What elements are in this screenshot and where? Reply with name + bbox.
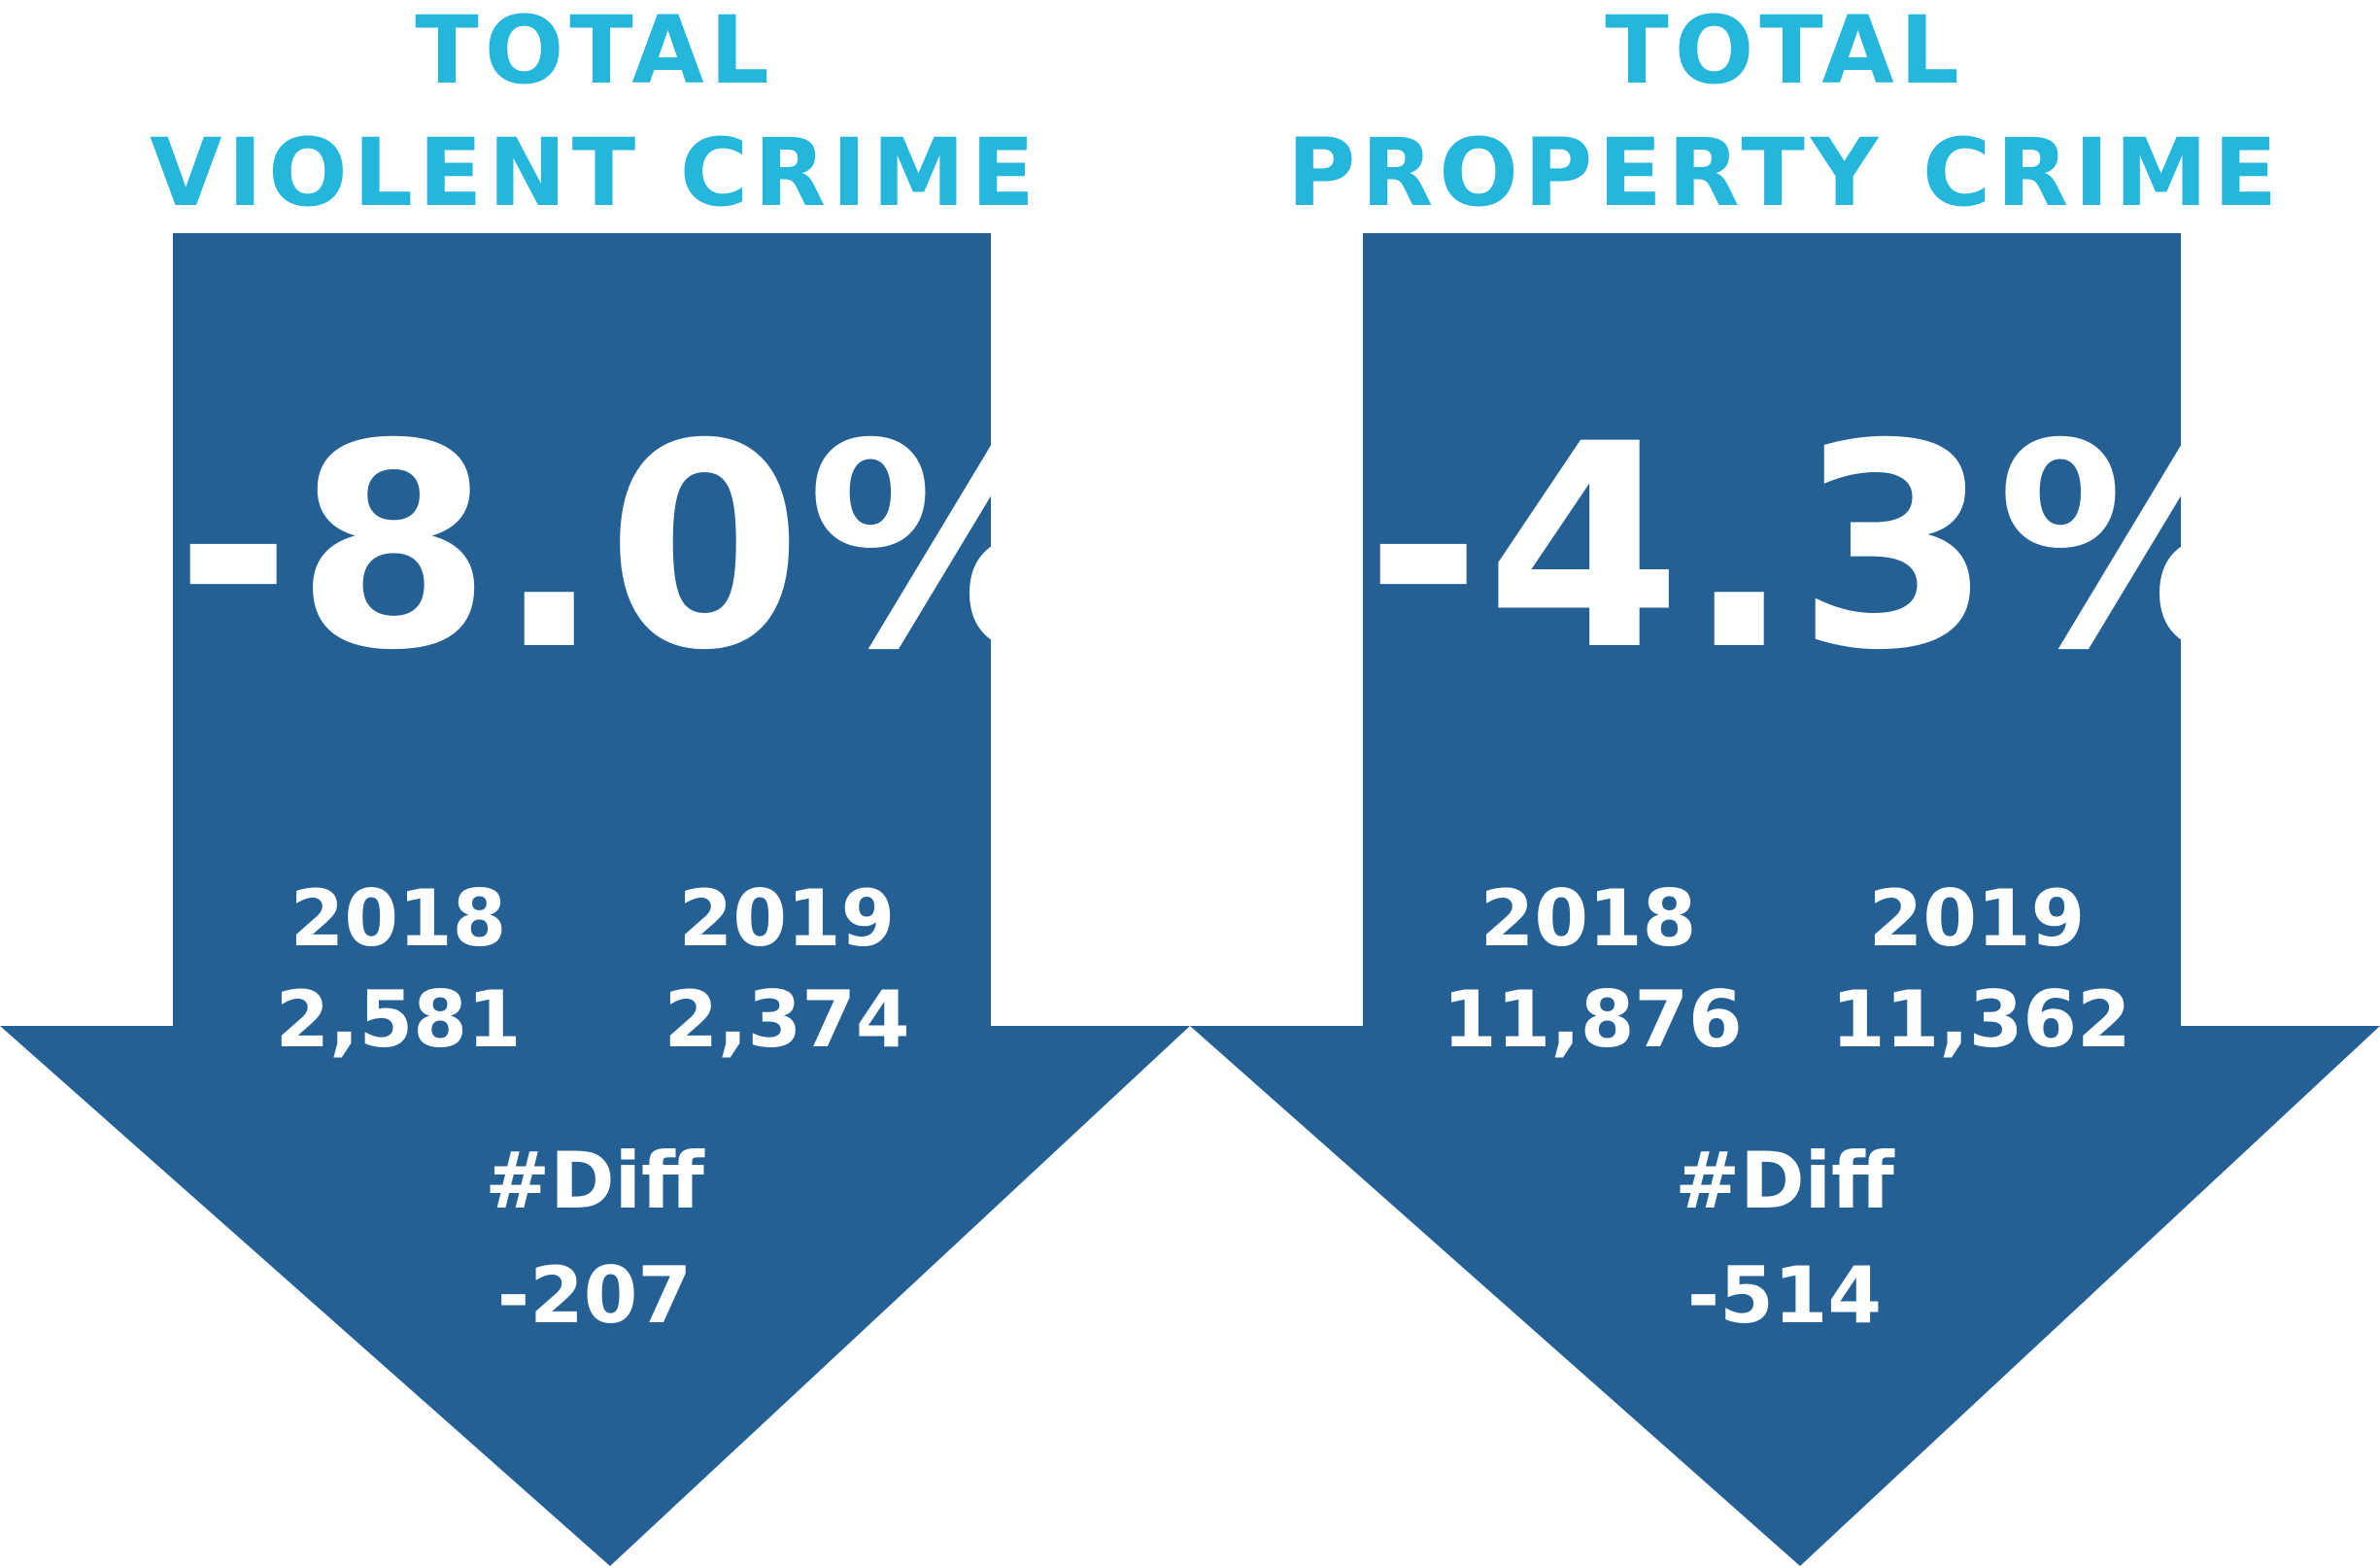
value-2018: 11,876 (1443, 974, 1743, 1065)
year-2018-label: 2018 (1479, 873, 1697, 964)
diff-label: #Diff (485, 1136, 704, 1226)
diff-value: -207 (496, 1250, 693, 1341)
violent-crime-panel: TOTAL VIOLENT CRIME -8.0% 2018 2019 2,58… (0, 0, 1190, 1566)
title-line-2: PROPERTY CRIME (1286, 119, 2284, 227)
percent-change: -8.0% (175, 385, 1093, 712)
down-arrow-body (1190, 233, 2380, 1566)
value-2019: 2,374 (663, 974, 910, 1065)
title-line-1: TOTAL (415, 0, 775, 105)
title-line-1: TOTAL (1605, 0, 1965, 105)
percent-change: -4.3% (1365, 385, 2283, 712)
property-crime-panel: TOTAL PROPERTY CRIME -4.3% 2018 2019 11,… (1190, 0, 2380, 1568)
value-2019: 11,362 (1831, 974, 2131, 1065)
title-line-2: VIOLENT CRIME (150, 119, 1040, 227)
year-2019-label: 2019 (678, 873, 896, 964)
down-arrow-shape (1190, 233, 2380, 1566)
diff-label: #Diff (1675, 1136, 1894, 1226)
year-2019-label: 2019 (1868, 873, 2086, 964)
diff-value: -514 (1686, 1250, 1883, 1341)
year-2018-label: 2018 (289, 873, 507, 964)
value-2018: 2,581 (275, 974, 522, 1065)
down-arrow-body (0, 233, 1190, 1566)
down-arrow-shape (0, 233, 1190, 1566)
